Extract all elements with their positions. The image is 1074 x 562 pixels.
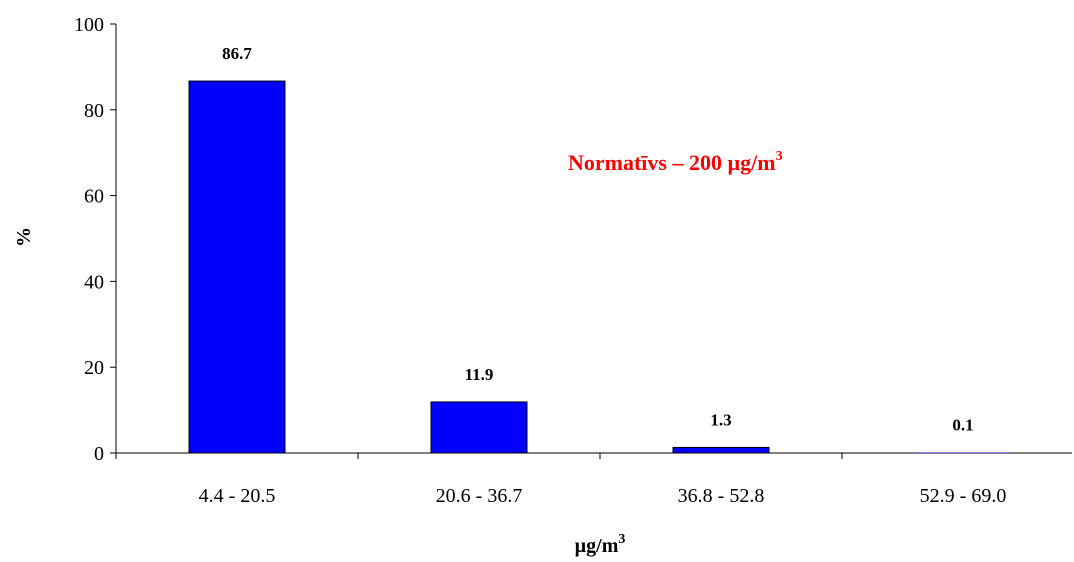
y-tick-label: 100 bbox=[74, 14, 104, 36]
x-tick-label: 52.9 - 69.0 bbox=[920, 485, 1007, 507]
x-axis-title: µg/m3 bbox=[575, 532, 626, 557]
x-tick-label: 36.8 - 52.8 bbox=[678, 485, 765, 507]
bar bbox=[188, 80, 286, 454]
data-label: 86.7 bbox=[222, 44, 252, 63]
y-tick-label: 60 bbox=[84, 186, 104, 208]
bar bbox=[672, 446, 770, 454]
chart-bars bbox=[188, 80, 1011, 454]
y-tick-label: 40 bbox=[84, 271, 104, 293]
x-tick-label: 4.4 - 20.5 bbox=[199, 485, 276, 507]
chart-labels: 0 20 40 60 80 100 86.7 4.4 - 20.5 11.9 20.6 - 36.… bbox=[74, 14, 1006, 507]
data-label: 11.9 bbox=[465, 365, 494, 384]
y-tick-label: 20 bbox=[84, 357, 104, 379]
bar bbox=[430, 401, 528, 454]
normative-annotation: Normatīvs – 200 µg/m3 bbox=[568, 149, 783, 175]
x-tick-label: 20.6 - 36.7 bbox=[436, 485, 523, 507]
data-label: 1.3 bbox=[710, 410, 731, 429]
y-tick-label: 80 bbox=[84, 100, 104, 122]
y-tick-label: 0 bbox=[94, 443, 104, 465]
data-label: 0.1 bbox=[952, 416, 973, 435]
y-axis-title: % bbox=[13, 227, 35, 247]
